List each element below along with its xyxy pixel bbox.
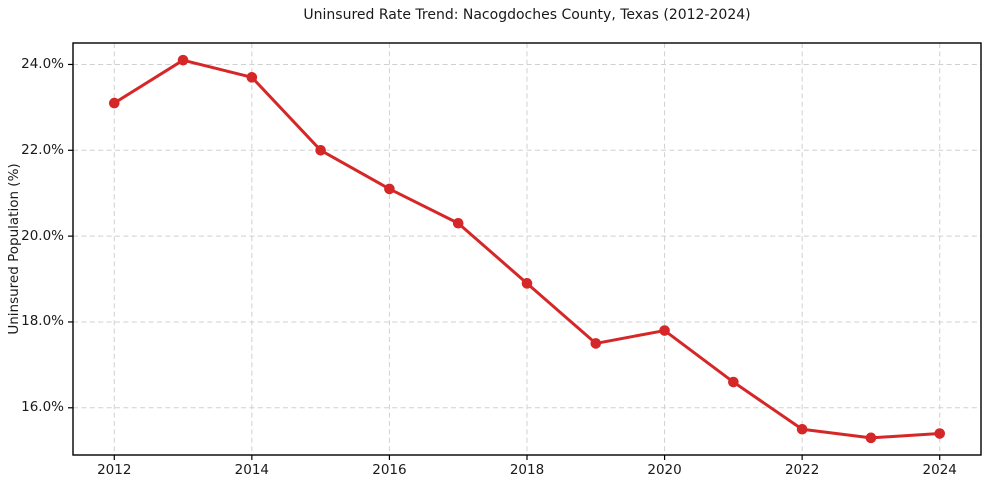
data-point-marker bbox=[728, 376, 739, 388]
data-point-marker bbox=[384, 183, 395, 195]
x-tick-label: 2024 bbox=[922, 462, 957, 478]
data-point-marker bbox=[246, 72, 258, 83]
y-tick-label: 24.0% bbox=[21, 55, 64, 72]
y-tick-label: 18.0% bbox=[21, 313, 64, 330]
x-tick-label: 2016 bbox=[372, 462, 407, 478]
x-tick-label: 2014 bbox=[234, 462, 270, 478]
data-point-marker bbox=[934, 428, 946, 439]
data-point-marker bbox=[452, 217, 464, 229]
data-point-marker bbox=[865, 432, 877, 444]
y-tick-label: 20.0% bbox=[21, 227, 64, 244]
data-point-marker bbox=[590, 338, 602, 349]
x-tick-label: 2012 bbox=[97, 462, 132, 478]
y-tick-label: 22.0% bbox=[21, 141, 64, 158]
x-tick-label: 2022 bbox=[784, 462, 820, 478]
x-tick-label: 2018 bbox=[509, 462, 545, 478]
data-point-marker bbox=[108, 97, 120, 109]
data-point-marker bbox=[315, 144, 326, 156]
y-tick-label: 16.0% bbox=[21, 399, 64, 416]
data-point-marker bbox=[521, 278, 533, 289]
data-point-marker bbox=[796, 423, 808, 435]
chart-title: Uninsured Rate Trend: Nacogdoches County… bbox=[303, 7, 751, 23]
data-point-marker bbox=[659, 325, 670, 336]
x-tick-label: 2020 bbox=[647, 462, 682, 478]
data-point-marker bbox=[177, 54, 189, 66]
